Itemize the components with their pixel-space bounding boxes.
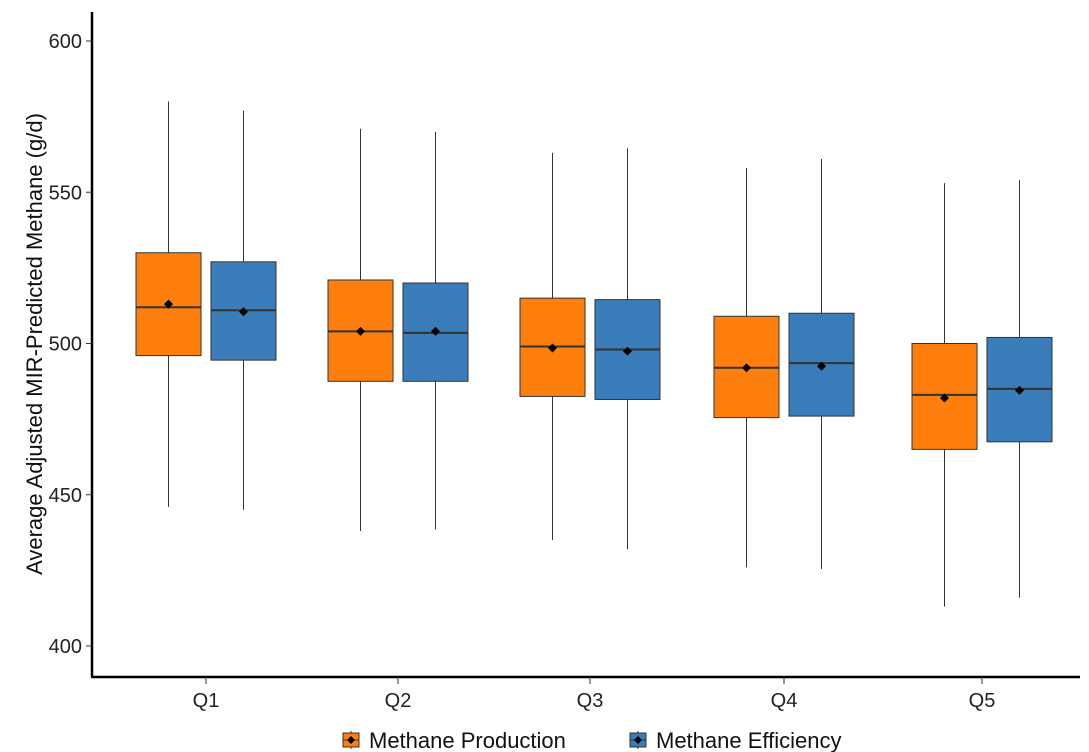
axes — [90, 12, 1080, 679]
y-tick-label: 400 — [49, 636, 82, 658]
legend-label: Methane Production — [369, 728, 566, 752]
boxplot-production-q1 — [135, 101, 202, 507]
legend-label: Methane Efficiency — [656, 728, 841, 752]
legend-item-efficiency: Methane Efficiency — [629, 728, 841, 752]
mean-marker — [817, 361, 826, 371]
plot-area — [135, 101, 1053, 607]
y-tick-label: 500 — [49, 334, 82, 356]
legend: Methane Production Methane Efficiency — [342, 728, 841, 752]
x-tick-label: Q4 — [771, 690, 798, 712]
x-tick-label: Q3 — [577, 690, 604, 712]
boxplot-production-q2 — [327, 128, 394, 532]
mean-marker — [1015, 385, 1024, 395]
mean-marker — [356, 326, 365, 336]
boxplot-efficiency-q4 — [788, 158, 855, 569]
mean-marker — [548, 343, 557, 353]
legend-item-production: Methane Production — [342, 728, 566, 752]
legend-key-mean — [634, 736, 642, 744]
boxplot-efficiency-q5 — [986, 180, 1053, 598]
legend-key-mean — [347, 736, 355, 744]
y-tick-label: 550 — [49, 182, 82, 204]
x-tick-label: Q1 — [193, 690, 220, 712]
boxplot-production-q3 — [519, 152, 586, 541]
boxplot-efficiency-q3 — [594, 148, 661, 550]
mean-marker — [431, 326, 440, 336]
x-tick-label: Q2 — [385, 690, 412, 712]
y-tick-label: 600 — [49, 31, 82, 53]
mean-marker — [164, 299, 173, 309]
x-ticks: Q1 Q2 Q3 Q4 Q5 — [193, 677, 996, 712]
mean-marker — [623, 346, 632, 356]
boxplot-efficiency-q2 — [402, 131, 469, 530]
mean-marker — [940, 393, 949, 403]
x-tick-label: Q5 — [969, 690, 996, 712]
boxplot-efficiency-q1 — [210, 110, 277, 510]
y-tick-label: 450 — [49, 485, 82, 507]
y-axis-title: Average Adjusted MIR-Predicted Methane (… — [22, 113, 47, 575]
y-ticks: 400 450 500 550 600 — [49, 31, 92, 658]
boxplot-production-q4 — [713, 168, 780, 568]
boxplot-production-q5 — [911, 183, 978, 607]
mean-marker — [239, 307, 248, 317]
mean-marker — [742, 363, 751, 373]
